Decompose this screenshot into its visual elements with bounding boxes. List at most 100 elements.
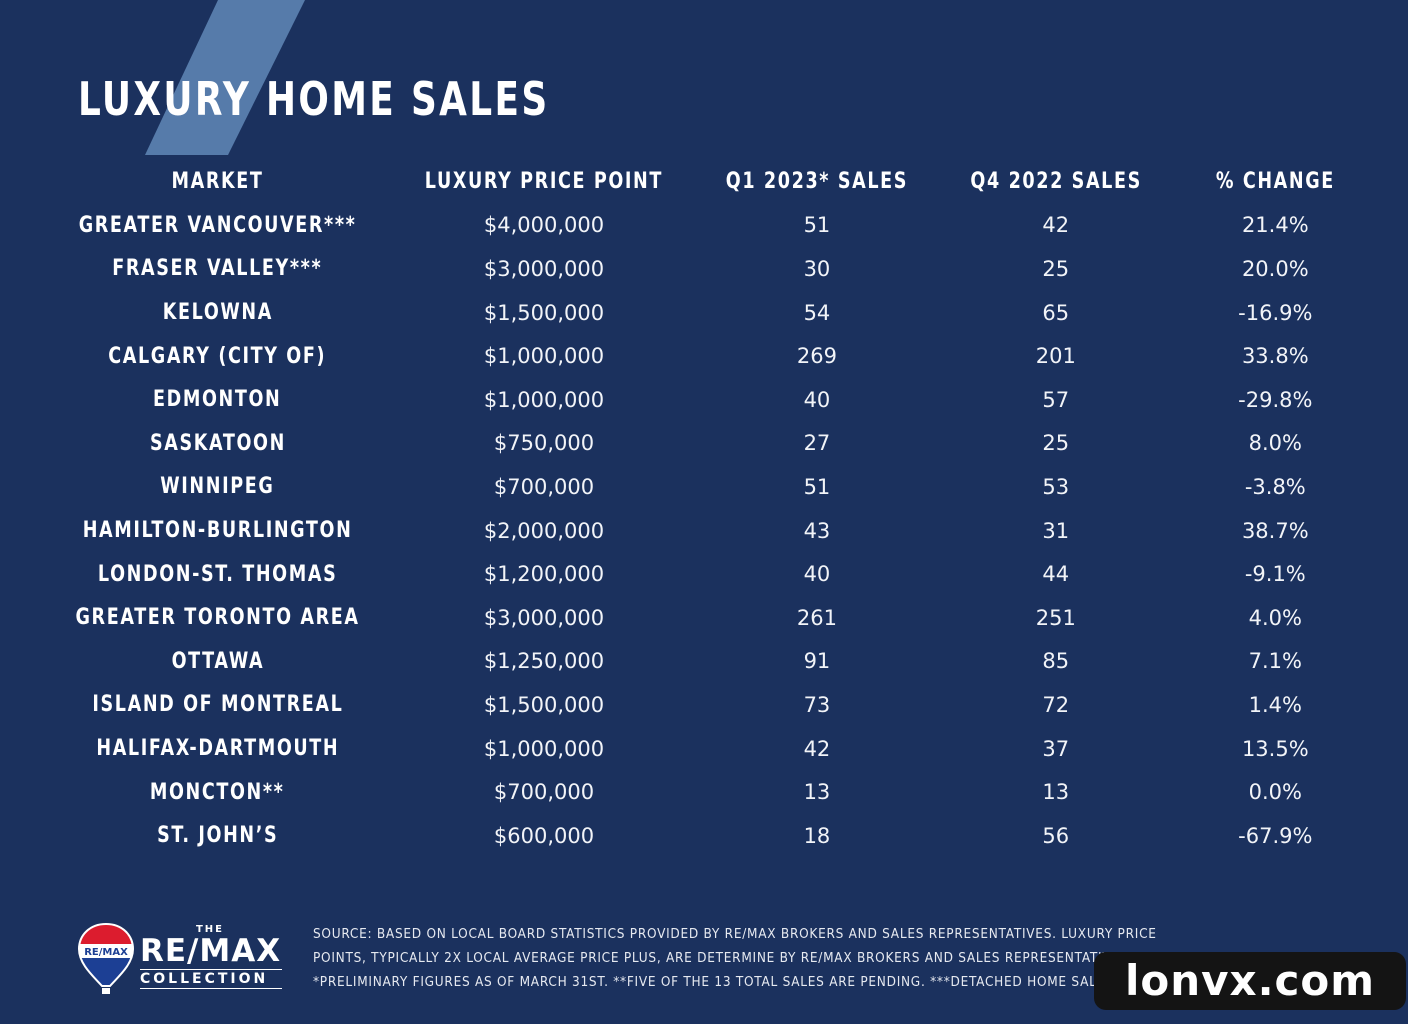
cell-price-point: $700,000	[493, 780, 595, 805]
cell-q4-2022-sales: 72	[1042, 692, 1070, 717]
cell-price-point: $1,000,000	[483, 344, 605, 369]
table-row: MONCTON** $700,000 13 13 0.0%	[40, 770, 1380, 814]
cell-market: GREATER VANCOUVER***	[40, 204, 395, 248]
logo-collection: COLLECTION	[140, 969, 282, 989]
cell-market: HAMILTON-BURLINGTON	[40, 509, 395, 553]
cell-q1-2023-sales: 261	[796, 605, 837, 630]
cell-q4-2022-sales: 37	[1042, 736, 1070, 761]
cell-q1-2023-sales: 54	[803, 300, 831, 325]
cell-q4-2022-sales: 57	[1042, 387, 1070, 412]
cell-price-point: $3,000,000	[483, 605, 605, 630]
logo-the: THE	[195, 924, 225, 935]
table-row: GREATER VANCOUVER*** $4,000,000 51 42 21.4%	[40, 204, 1380, 248]
cell-price-point: $1,000,000	[483, 387, 605, 412]
cell-q1-2023-sales: 42	[803, 736, 831, 761]
market-label: HALIFAX-DARTMOUTH	[96, 736, 340, 762]
cell-price-point: $2,000,000	[483, 518, 605, 543]
market-label: ISLAND OF MONTREAL	[92, 692, 344, 718]
column-header-q4-2022: Q4 2022 SALES	[970, 169, 1142, 195]
cell-price-point: $3,000,000	[483, 256, 605, 281]
table-row: LONDON-ST. THOMAS $1,200,000 40 44 -9.1%	[40, 552, 1380, 596]
table-row: WINNIPEG $700,000 51 53 -3.8%	[40, 465, 1380, 509]
cell-q4-2022-sales: 53	[1042, 474, 1070, 499]
cell-q1-2023-sales: 18	[803, 823, 831, 848]
table-header-row: MARKET LUXURY PRICE POINT Q1 2023* SALES…	[40, 160, 1380, 204]
market-label: OTTAWA	[171, 648, 264, 674]
market-label: WINNIPEG	[160, 474, 275, 500]
cell-market: EDMONTON	[40, 378, 395, 422]
market-label: KELOWNA	[162, 300, 273, 326]
cell-pct-change: 20.0%	[1241, 256, 1309, 281]
balloon-label: RE/MAX	[84, 947, 128, 958]
cell-pct-change: 7.1%	[1248, 649, 1302, 674]
market-label: HAMILTON-BURLINGTON	[82, 518, 353, 544]
market-label: GREATER TORONTO AREA	[75, 605, 360, 631]
cell-pct-change: 13.5%	[1241, 736, 1309, 761]
cell-price-point: $700,000	[493, 474, 595, 499]
market-label: FRASER VALLEY***	[112, 256, 323, 282]
cell-q1-2023-sales: 73	[803, 692, 831, 717]
luxury-sales-table: MARKET LUXURY PRICE POINT Q1 2023* SALES…	[40, 160, 1380, 858]
table-row: CALGARY (CITY OF) $1,000,000 269 201 33.8%	[40, 334, 1380, 378]
cell-q1-2023-sales: 30	[803, 256, 831, 281]
market-label: SASKATOON	[149, 430, 286, 456]
table-row: FRASER VALLEY*** $3,000,000 30 25 20.0%	[40, 247, 1380, 291]
cell-market: WINNIPEG	[40, 465, 395, 509]
cell-q4-2022-sales: 85	[1042, 649, 1070, 674]
market-label: MONCTON**	[150, 779, 285, 805]
table-row: OTTAWA $1,250,000 91 85 7.1%	[40, 640, 1380, 684]
column-header-price-point: LUXURY PRICE POINT	[424, 169, 664, 195]
cell-price-point: $1,500,000	[483, 300, 605, 325]
column-header-market: MARKET	[171, 169, 264, 195]
cell-market: CALGARY (CITY OF)	[40, 334, 395, 378]
cell-pct-change: -67.9%	[1238, 823, 1313, 848]
cell-q4-2022-sales: 31	[1042, 518, 1070, 543]
page-title: LUXURY HOME SALES	[78, 72, 550, 126]
market-label: GREATER VANCOUVER***	[78, 212, 357, 238]
cell-market: ST. JOHN’S	[40, 814, 395, 858]
cell-q4-2022-sales: 44	[1042, 562, 1070, 587]
cell-market: LONDON-ST. THOMAS	[40, 552, 395, 596]
cell-q4-2022-sales: 251	[1035, 605, 1076, 630]
cell-market: OTTAWA	[40, 640, 395, 684]
cell-q4-2022-sales: 25	[1042, 431, 1070, 456]
cell-pct-change: 4.0%	[1248, 605, 1302, 630]
table-row: ISLAND OF MONTREAL $1,500,000 73 72 1.4%	[40, 683, 1380, 727]
cell-market: GREATER TORONTO AREA	[40, 596, 395, 640]
table-row: KELOWNA $1,500,000 54 65 -16.9%	[40, 291, 1380, 335]
cell-q1-2023-sales: 13	[803, 780, 831, 805]
cell-market: MONCTON**	[40, 770, 395, 814]
cell-pct-change: 1.4%	[1248, 692, 1302, 717]
remax-balloon-logo: RE/MAX	[78, 922, 135, 994]
cell-market: HALIFAX-DARTMOUTH	[40, 727, 395, 771]
cell-q1-2023-sales: 43	[803, 518, 831, 543]
cell-price-point: $4,000,000	[483, 213, 605, 238]
cell-price-point: $1,250,000	[483, 649, 605, 674]
market-label: ST. JOHN’S	[156, 823, 279, 849]
market-label: LONDON-ST. THOMAS	[97, 561, 338, 587]
cell-pct-change: 8.0%	[1248, 431, 1302, 456]
table-row: GREATER TORONTO AREA $3,000,000 261 251 4.0%	[40, 596, 1380, 640]
cell-price-point: $1,500,000	[483, 692, 605, 717]
watermark: lonvx.com	[1094, 952, 1406, 1010]
cell-q4-2022-sales: 42	[1042, 213, 1070, 238]
cell-market: SASKATOON	[40, 422, 395, 466]
cell-market: KELOWNA	[40, 291, 395, 335]
cell-price-point: $1,000,000	[483, 736, 605, 761]
cell-q1-2023-sales: 51	[803, 474, 831, 499]
cell-q4-2022-sales: 201	[1035, 344, 1076, 369]
source-footnote: SOURCE: BASED ON LOCAL BOARD STATISTICS …	[313, 926, 1157, 990]
cell-q1-2023-sales: 91	[803, 649, 831, 674]
market-label: CALGARY (CITY OF)	[108, 343, 327, 369]
cell-q4-2022-sales: 25	[1042, 256, 1070, 281]
table-row: EDMONTON $1,000,000 40 57 -29.8%	[40, 378, 1380, 422]
cell-market: FRASER VALLEY***	[40, 247, 395, 291]
cell-market: ISLAND OF MONTREAL	[40, 683, 395, 727]
table-row: HAMILTON-BURLINGTON $2,000,000 43 31 38.7%	[40, 509, 1380, 553]
logo-brand: RE/MAX	[140, 933, 282, 969]
cell-q1-2023-sales: 40	[803, 387, 831, 412]
cell-price-point: $1,200,000	[483, 562, 605, 587]
cell-pct-change: -29.8%	[1238, 387, 1313, 412]
cell-pct-change: -16.9%	[1238, 300, 1313, 325]
cell-pct-change: -9.1%	[1244, 562, 1306, 587]
